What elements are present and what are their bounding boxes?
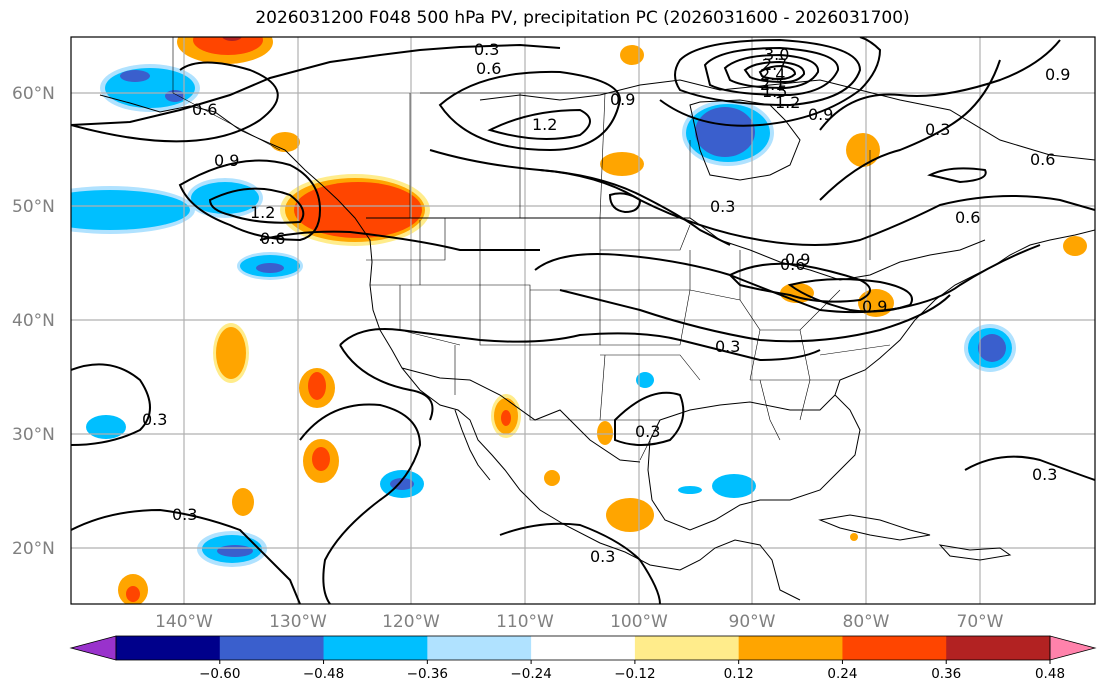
- contour-label: 0.6: [955, 208, 980, 227]
- contour-label: 1.2: [775, 93, 800, 112]
- lat-label: 40°N: [12, 311, 55, 331]
- contour-label: 1.2: [532, 115, 557, 134]
- contour-label: 0.3: [1032, 465, 1057, 484]
- colorbar-tick-label: −0.12: [614, 666, 655, 682]
- contour-label: 2.7: [762, 55, 787, 74]
- contour-label: 0.6: [192, 100, 217, 119]
- contour-label: 0.3: [590, 547, 615, 566]
- colorbar-segment: [323, 636, 428, 660]
- contour-label: 0.3: [172, 505, 197, 524]
- contour-label: 3.0: [764, 45, 789, 64]
- latitude-labels: 60°N 50°N 40°N 30°N 20°N: [12, 84, 55, 559]
- contour-label: 0.3: [142, 410, 167, 429]
- colorbar-tick-label: 0.36: [931, 666, 961, 682]
- colorbar-segment: [427, 636, 532, 660]
- map-frame: [70, 36, 1096, 605]
- lon-label: 90°W: [729, 612, 776, 632]
- colorbar-tick-label: 0.12: [724, 666, 754, 682]
- colorbar-tick-label: −0.36: [407, 666, 448, 682]
- contour-label: 0.3: [715, 337, 740, 356]
- colorbar-tick-label: −0.24: [510, 666, 551, 682]
- lat-label: 60°N: [12, 84, 55, 104]
- colorbar-segment: [634, 636, 740, 660]
- map-title: 2026031200 F048 500 hPa PV, precipitatio…: [255, 8, 910, 28]
- contour-label: 0.9: [214, 151, 239, 170]
- contour-labels: 0.3 0.6 3.0 2.7 2.4 2.1 1.5 1.2 0.9 0.6 …: [142, 40, 1070, 566]
- graticule: [71, 37, 1095, 604]
- state-borders: [366, 218, 900, 461]
- contour-label: 2.4: [760, 65, 785, 84]
- contour-label: 0.6: [476, 59, 501, 78]
- colorbar-tick-label: 0.24: [827, 666, 857, 682]
- longitude-labels: 140°W 130°W 120°W 110°W 100°W 90°W 80°W …: [155, 612, 1004, 632]
- colorbar-segment: [531, 636, 636, 660]
- lon-label: 100°W: [610, 612, 668, 632]
- contour-label: 0.6: [1030, 150, 1055, 169]
- colorbar-tick-label: 0.48: [1035, 666, 1065, 682]
- colorbar-tick-label: −0.48: [303, 666, 344, 682]
- colorbar-segment: [738, 636, 843, 660]
- colorbar-extend-low: [69, 635, 117, 661]
- colorbar-tick-label: −0.60: [199, 666, 240, 682]
- colorbar-segment: [219, 636, 325, 660]
- province-borders: [172, 37, 871, 260]
- precip-shading: [71, 37, 1087, 604]
- lon-label: 130°W: [269, 612, 327, 632]
- colorbar-segment: [946, 636, 1051, 660]
- contour-label: 0.9: [610, 90, 635, 109]
- contour-label: 2.1: [760, 75, 785, 94]
- contour-label: 0.3: [474, 40, 499, 59]
- lon-label: 110°W: [496, 612, 554, 632]
- coastlines: [99, 79, 1095, 601]
- lon-label: 140°W: [155, 612, 213, 632]
- colorbar-frame: [115, 635, 1051, 661]
- contour-label: 0.9: [1045, 65, 1070, 84]
- lon-label: 80°W: [843, 612, 890, 632]
- contour-label: 0.3: [635, 422, 660, 441]
- contour-label: 0.6: [780, 255, 805, 274]
- lat-label: 50°N: [12, 197, 55, 217]
- contour-label: 0.9: [862, 297, 887, 316]
- colorbar: −0.60 −0.48 −0.36 −0.24 −0.12 0.12 0.24 0.36 0.4…: [69, 635, 1097, 682]
- colorbar-segment: [842, 636, 947, 660]
- contour-label: 0.9: [808, 105, 833, 124]
- colorbar-segment: [116, 636, 221, 660]
- colorbar-extend-high: [1049, 635, 1097, 661]
- lat-label: 30°N: [12, 425, 55, 445]
- contour-label: 0.9: [785, 250, 810, 269]
- contour-label: 1.2: [250, 203, 275, 222]
- contour-label: 0.6: [260, 229, 285, 248]
- pv-contours: [71, 37, 1095, 604]
- contour-label: 1.5: [762, 82, 787, 101]
- contour-label: 0.3: [925, 120, 950, 139]
- lon-label: 120°W: [382, 612, 440, 632]
- lon-label: 70°W: [957, 612, 1004, 632]
- lat-label: 20°N: [12, 539, 55, 559]
- contour-label: 0.3: [710, 197, 735, 216]
